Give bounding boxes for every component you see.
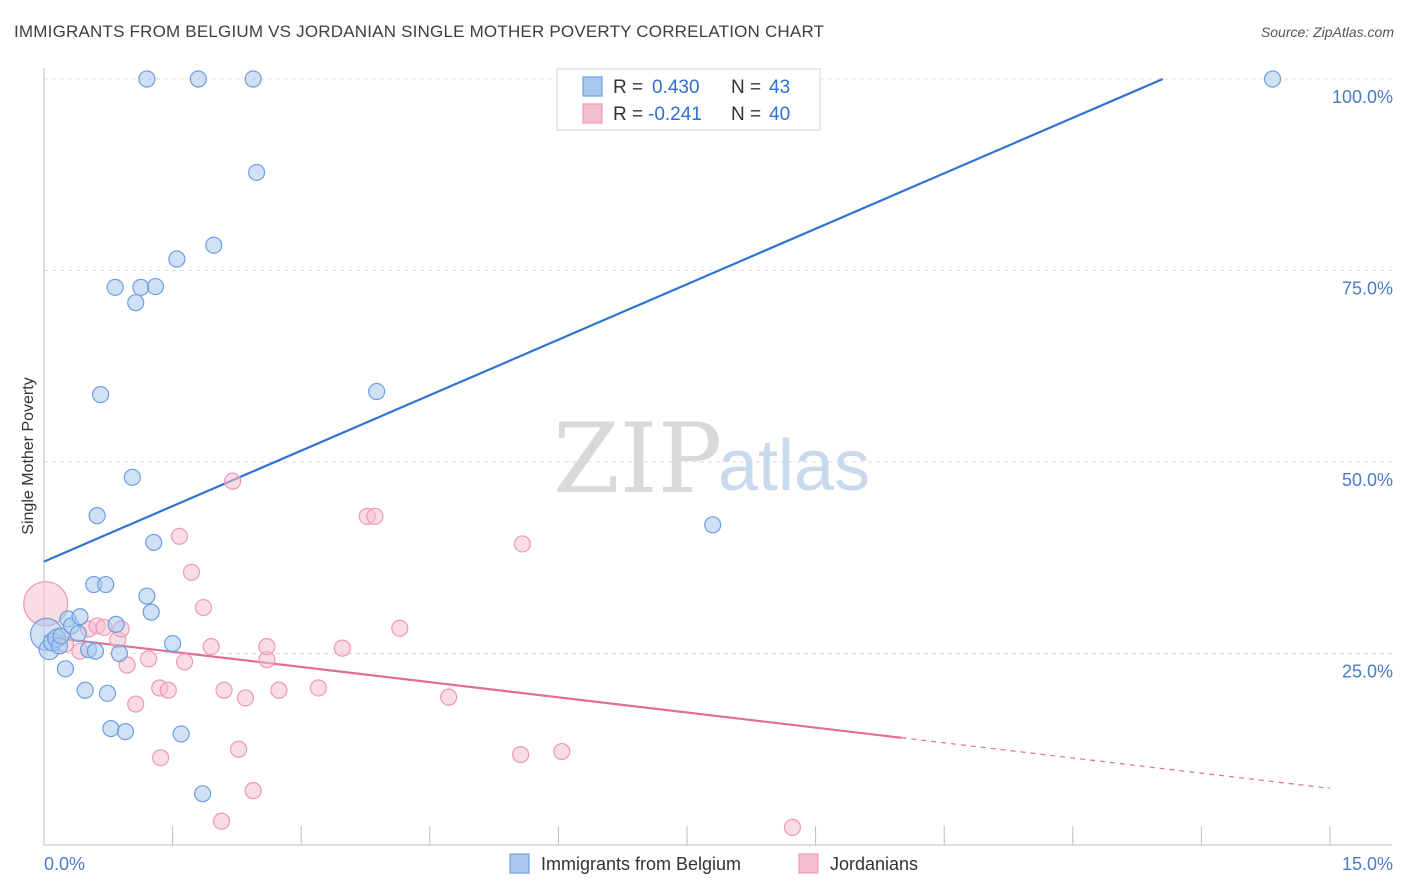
chart-title: IMMIGRANTS FROM BELGIUM VS JORDANIAN SIN…: [14, 22, 825, 41]
point-jordanians: [127, 695, 145, 713]
y-tick-label: 100.0%: [1332, 87, 1393, 107]
point-jordanians: [194, 598, 213, 617]
point-belgium: [102, 719, 120, 738]
legend-n-value-1: 43: [769, 77, 790, 98]
watermark: ZIP atlas: [553, 403, 870, 515]
legend-n-value-2: 40: [769, 104, 790, 125]
point-jordanians: [333, 639, 351, 657]
point-belgium: [97, 575, 115, 594]
legend-r-value-1: 0.430: [652, 77, 700, 98]
point-jordanians: [258, 638, 276, 656]
point-jordanians: [212, 812, 231, 830]
y-tick-label: 25.0%: [1342, 662, 1393, 682]
point-belgium: [56, 660, 75, 678]
point-jordanians: [230, 740, 248, 758]
trend-line-jordanians-extension: [901, 737, 1331, 789]
point-belgium: [145, 533, 163, 552]
y-tick-label: 50.0%: [1342, 470, 1393, 490]
series-legend-swatch-jordanians: [798, 853, 819, 874]
point-belgium: [194, 785, 212, 803]
y-axis-label: Single Mother Poverty: [20, 377, 37, 534]
series-legend-label-belgium: Immigrants from Belgium: [541, 854, 741, 874]
point-belgium: [132, 278, 150, 296]
point-jordanians: [512, 746, 530, 764]
point-jordanians: [391, 619, 409, 637]
watermark-atlas: atlas: [718, 426, 870, 506]
point-belgium: [52, 627, 70, 645]
point-belgium: [168, 250, 186, 268]
point-jordanians: [151, 749, 170, 767]
chart-source: Source: ZipAtlas.com: [1260, 24, 1394, 40]
point-jordanians: [159, 681, 177, 699]
point-belgium: [91, 385, 110, 404]
point-belgium: [704, 516, 722, 534]
point-belgium: [98, 684, 117, 702]
grid: [44, 78, 1392, 654]
point-belgium: [205, 236, 223, 254]
trend-line-jordanians: [43, 635, 902, 739]
point-belgium: [164, 634, 182, 653]
legend-n-label-2: N =: [731, 104, 761, 125]
point-jordanians: [366, 507, 384, 525]
point-belgium: [88, 507, 106, 525]
point-belgium: [110, 644, 129, 663]
point-jordanians: [309, 679, 327, 697]
point-jordanians: [224, 472, 242, 490]
point-jordanians: [215, 681, 233, 699]
point-jordanians: [440, 688, 458, 706]
point-belgium: [146, 277, 165, 296]
point-jordanians: [170, 527, 189, 545]
point-jordanians: [236, 689, 255, 707]
legend-r-label-2: R =: [613, 104, 643, 125]
point-belgium: [69, 624, 87, 643]
series-legend-swatch-belgium: [509, 853, 530, 874]
x-tick-label-max: 15.0%: [1342, 854, 1393, 874]
point-jordanians: [244, 782, 262, 800]
point-belgium: [172, 725, 190, 743]
point-belgium: [127, 294, 145, 312]
point-belgium: [106, 278, 124, 296]
point-belgium: [1263, 70, 1282, 88]
x-tick-labels: 0.0% 15.0%: [44, 854, 1393, 874]
point-belgium: [248, 163, 266, 182]
data-points: [23, 70, 1282, 836]
point-belgium: [86, 642, 105, 660]
legend-swatch-blue: [582, 76, 603, 97]
point-belgium: [107, 615, 125, 633]
legend-n-label-1: N =: [731, 77, 761, 98]
series-legend-label-jordanians: Jordanians: [830, 854, 918, 874]
point-jordanians: [182, 563, 201, 581]
legend-swatch-pink: [582, 103, 603, 124]
point-jordanians: [270, 681, 288, 699]
point-belgium: [116, 723, 135, 741]
point-belgium: [189, 70, 207, 88]
point-jordanians: [176, 653, 194, 671]
point-belgium: [244, 70, 262, 88]
y-tick-label: 75.0%: [1342, 279, 1393, 299]
axes: [43, 68, 1392, 846]
correlation-legend: R = 0.430 N = 43 R = -0.241 N = 40: [556, 68, 821, 131]
series-legend: Immigrants from Belgium Jordanians: [509, 853, 918, 874]
point-jordanians: [513, 535, 531, 553]
point-jordanians: [553, 742, 571, 761]
point-jordanians: [202, 638, 220, 656]
point-belgium: [123, 468, 141, 486]
point-belgium: [138, 70, 156, 88]
point-belgium: [142, 603, 160, 621]
legend-r-value-2: -0.241: [648, 104, 702, 125]
x-tick-label-min: 0.0%: [44, 854, 85, 874]
y-tick-labels: 25.0% 50.0% 75.0% 100.0%: [1332, 87, 1393, 682]
point-jordanians: [139, 650, 158, 668]
point-belgium: [138, 587, 156, 605]
point-belgium: [71, 608, 89, 626]
watermark-zip: ZIP: [553, 403, 722, 515]
point-jordanians: [783, 818, 802, 836]
point-belgium: [76, 681, 94, 699]
point-belgium: [368, 382, 386, 401]
legend-r-label-1: R =: [613, 77, 643, 98]
